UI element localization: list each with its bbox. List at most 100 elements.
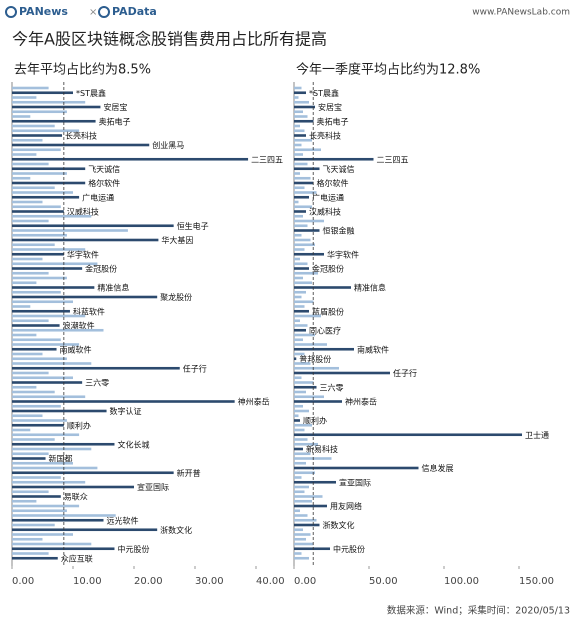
bar: [12, 305, 31, 308]
x-tick-label: 50.00: [369, 576, 398, 587]
bar: [12, 518, 104, 522]
category-label: *ST晨鑫: [76, 88, 106, 98]
bar: [294, 523, 320, 527]
bar: [294, 243, 315, 247]
bar: [12, 172, 67, 175]
category-label: 精准信息: [354, 283, 386, 293]
bar: [12, 537, 43, 541]
category-label: 南威软件: [60, 344, 92, 354]
bar: [12, 514, 116, 517]
bar: [12, 238, 159, 242]
bar: [12, 385, 37, 389]
bar: [294, 499, 312, 503]
category-label: 二三四五: [251, 155, 283, 164]
bar: [12, 186, 55, 190]
bar: [294, 324, 308, 327]
bar: [12, 457, 46, 460]
bar: [12, 129, 80, 133]
bar: [294, 295, 302, 299]
bar: [12, 400, 235, 403]
bar: [12, 504, 80, 508]
category-label: 用友网络: [330, 501, 362, 511]
bar: [294, 257, 300, 261]
bar: [12, 381, 83, 384]
bar: [294, 395, 324, 399]
bar: [294, 409, 309, 413]
bar: [12, 495, 61, 498]
bar: [294, 305, 305, 308]
bar: [12, 281, 37, 285]
category-label: 新开普: [177, 468, 201, 478]
bar: [294, 319, 300, 323]
chart-subtitle: 去年平均占比约为8.5%: [14, 63, 151, 78]
bar: [12, 290, 61, 294]
bar: [12, 267, 83, 270]
brand2: PAData: [112, 5, 157, 18]
bar: [12, 243, 55, 247]
bar: [12, 210, 64, 213]
bar: [294, 205, 312, 209]
bar: [294, 105, 315, 109]
category-label: 信息发展: [422, 463, 454, 473]
bar: [12, 286, 95, 289]
bar: [12, 433, 80, 437]
bar: [12, 485, 134, 489]
bar: [294, 547, 330, 551]
category-label: 科蓝软件: [73, 306, 105, 316]
bar: [12, 162, 49, 166]
bar: [294, 214, 303, 218]
bar: [294, 466, 419, 470]
category-label: 文化长城: [117, 439, 149, 449]
bar: [294, 452, 311, 456]
bar: [294, 447, 303, 451]
category-label: 新国都: [49, 454, 73, 464]
bar: [294, 124, 300, 128]
category-label: 远光软件: [107, 515, 139, 525]
category-label: 汉威科技: [67, 207, 99, 217]
category-label: 广电运通: [312, 192, 344, 202]
bar: [12, 219, 49, 223]
category-label: 三六零: [320, 382, 344, 392]
category-label: 飞天诚信: [323, 164, 355, 174]
category-label: 中元股份: [117, 544, 149, 554]
bar: [12, 447, 92, 451]
x-tick-label: 40.00: [256, 576, 285, 587]
bar: [12, 252, 64, 256]
bar: [12, 91, 73, 95]
category-label: 华宇软件: [327, 249, 359, 259]
bar: [12, 461, 73, 465]
bar: [12, 153, 37, 156]
bar: [294, 343, 327, 346]
bar: [294, 286, 351, 289]
bar: [294, 552, 302, 555]
bar: [12, 262, 98, 266]
bar: [294, 300, 314, 304]
bar: [12, 371, 49, 375]
logo-icon: [5, 6, 17, 18]
bar: [12, 533, 73, 536]
bar: [12, 86, 49, 90]
category-label: 格尔软件: [88, 178, 120, 188]
bar: [294, 362, 311, 365]
bar: [294, 290, 306, 294]
bar: [294, 143, 302, 147]
category-label: 蓝盾股份: [312, 306, 344, 316]
bar: [12, 466, 98, 470]
bar: [294, 371, 390, 375]
bar: [12, 414, 43, 418]
bar: [12, 119, 96, 123]
category-label: 中元股份: [333, 544, 365, 554]
bar: [12, 167, 86, 171]
bar: [12, 248, 86, 251]
bar: [294, 172, 300, 175]
bar: [294, 262, 308, 266]
bar: [12, 191, 73, 194]
bar: [12, 229, 128, 232]
category-label: 安居宝: [318, 102, 342, 112]
page-title: 今年A股区块链概念股销售费用占比所有提高: [12, 30, 327, 49]
bar: [294, 115, 308, 118]
category-label: 浪潮软件: [63, 321, 95, 331]
bar: [12, 480, 86, 484]
category-label: 顺利办: [303, 416, 327, 426]
bar: [12, 309, 70, 313]
